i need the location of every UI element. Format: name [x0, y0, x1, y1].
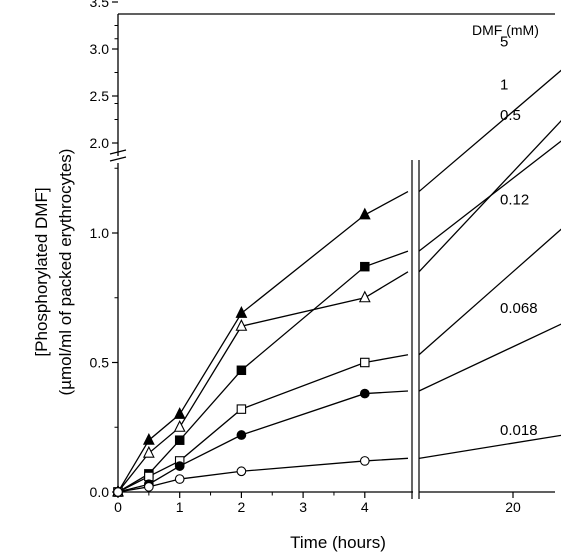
- y-axis-title-line2: (µmol/ml of packed erythrocytes): [56, 149, 75, 396]
- labels: 5 1 0.5 0.12 0.068 0.018: [500, 33, 538, 438]
- series-0.018: [113, 434, 561, 497]
- y-tick-label: 3.5: [90, 0, 110, 10]
- series-label: 0.068: [500, 300, 538, 317]
- data-point: [235, 319, 248, 331]
- x-tick-label: 0: [114, 499, 122, 515]
- data-point: [358, 207, 371, 220]
- ticks: 0123420250.00.51.02.02.53.03.5: [90, 0, 521, 515]
- series-line: [418, 140, 561, 252]
- x-tick-label: 2: [238, 499, 246, 515]
- series-line: [117, 354, 409, 493]
- series-0.5: [113, 140, 561, 497]
- y-axis-title-line1: [Phosphorylated DMF]: [32, 187, 51, 356]
- series-0.12: [113, 228, 561, 497]
- axes: [109, 13, 555, 499]
- data-point: [360, 357, 370, 368]
- data-point: [359, 388, 370, 399]
- data-point: [142, 432, 155, 445]
- data-point: [173, 420, 186, 432]
- series-label: 0.5: [500, 107, 521, 124]
- x-tick-label: 20: [505, 499, 521, 515]
- y-tick-label: 2.5: [90, 88, 110, 104]
- series-label: 0.12: [500, 191, 529, 208]
- data-point: [142, 445, 155, 458]
- series-line: [117, 457, 409, 493]
- x-axis-title: Time (hours): [290, 533, 386, 552]
- series-line: [418, 69, 561, 193]
- data-point: [236, 430, 247, 440]
- data-point: [235, 306, 248, 318]
- series-line: [117, 190, 409, 493]
- y-break-mark: [109, 149, 127, 155]
- data-point: [236, 466, 247, 477]
- y-tick-label: 0.0: [90, 484, 110, 500]
- data-point: [236, 365, 247, 376]
- data-point: [174, 461, 185, 471]
- y-tick-label: 0.5: [90, 355, 110, 371]
- data-point: [360, 261, 370, 272]
- series-label: 1: [500, 77, 508, 94]
- series-1: [112, 120, 561, 497]
- data-point: [358, 290, 371, 303]
- data-point: [173, 407, 186, 419]
- series-line: [418, 323, 561, 392]
- series-line: [117, 390, 409, 493]
- data-point: [174, 474, 185, 484]
- x-tick-label: 3: [299, 499, 307, 515]
- data-point: [359, 456, 370, 466]
- series-0.068: [113, 323, 561, 497]
- y-tick-label: 2.0: [90, 135, 110, 151]
- legend-title: DMF (mM): [472, 22, 539, 38]
- y-break-mark: [109, 156, 127, 162]
- series-line: [418, 228, 561, 356]
- data-point: [113, 487, 123, 497]
- y-tick-label: 1.0: [90, 225, 110, 241]
- series-line: [418, 434, 561, 459]
- x-tick-label: 1: [176, 499, 184, 515]
- series-group: [112, 69, 561, 497]
- series-line: [117, 250, 409, 493]
- data-point: [236, 404, 247, 414]
- x-tick-label: 4: [361, 499, 369, 515]
- series-line: [418, 120, 561, 273]
- series-line: [117, 271, 409, 493]
- data-point: [174, 435, 185, 445]
- series-label: 5: [500, 33, 508, 50]
- series-label: 0.018: [500, 422, 538, 439]
- data-point: [144, 481, 154, 492]
- y-tick-label: 3.0: [90, 41, 110, 57]
